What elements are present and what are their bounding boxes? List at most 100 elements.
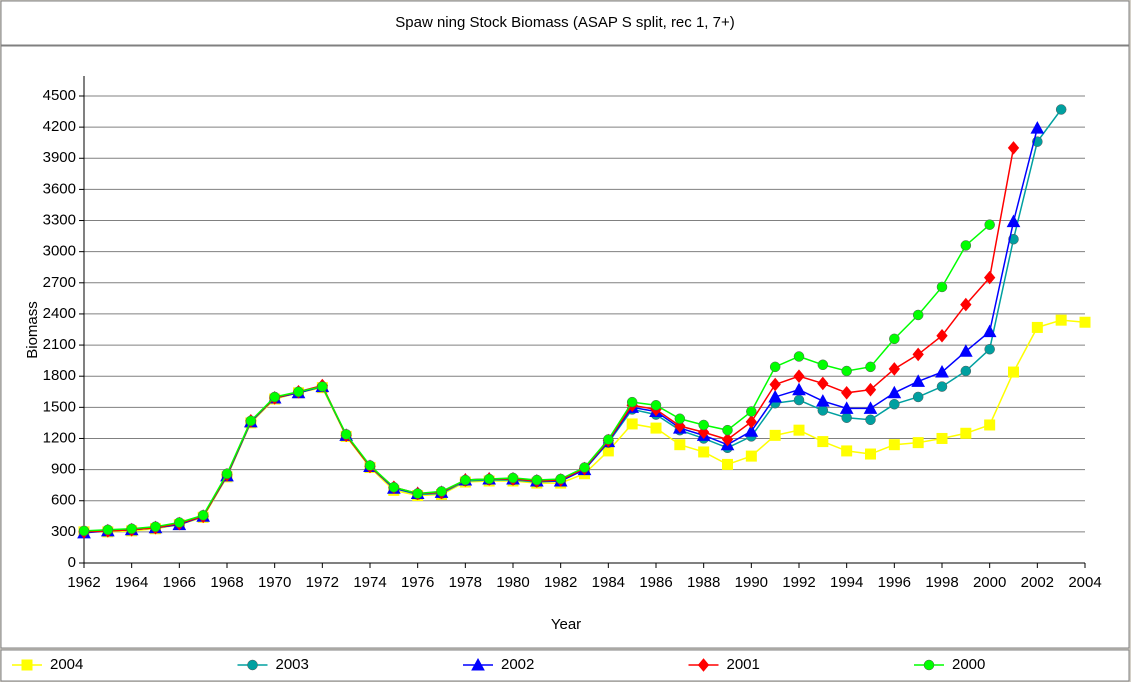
marker: [888, 362, 900, 376]
y-tick-label: 600: [51, 492, 76, 509]
marker: [650, 400, 662, 411]
marker: [768, 389, 783, 403]
marker: [697, 658, 710, 672]
y-tick-label: 2100: [43, 336, 76, 353]
marker: [793, 424, 805, 436]
marker: [579, 462, 590, 473]
x-tick-label: 1990: [735, 574, 768, 591]
marker: [1079, 316, 1091, 328]
marker: [745, 415, 757, 429]
marker: [555, 473, 566, 485]
legend-label: 2004: [50, 656, 83, 673]
marker: [1008, 233, 1019, 245]
marker: [150, 521, 161, 532]
marker: [722, 424, 733, 436]
x-tick-label: 1978: [449, 574, 482, 591]
marker: [698, 419, 709, 431]
x-tick-label: 1968: [210, 574, 243, 591]
marker: [863, 401, 878, 414]
marker: [793, 394, 805, 406]
y-tick-label: 0: [68, 554, 76, 571]
marker: [364, 460, 376, 471]
marker: [960, 297, 972, 312]
marker: [126, 523, 137, 535]
marker: [769, 361, 781, 373]
marker: [174, 517, 185, 528]
marker: [984, 419, 996, 431]
marker: [815, 394, 830, 407]
marker: [626, 396, 638, 408]
marker: [603, 434, 614, 445]
marker: [984, 343, 995, 355]
x-tick-label: 1984: [592, 574, 625, 591]
marker: [744, 424, 759, 437]
marker: [865, 448, 876, 460]
marker: [1030, 121, 1045, 134]
x-tick-label: 1970: [258, 574, 291, 591]
marker: [1031, 321, 1043, 333]
marker: [839, 401, 854, 414]
y-tick-label: 300: [51, 523, 76, 540]
marker: [507, 472, 519, 484]
marker: [841, 445, 853, 457]
marker: [864, 382, 877, 397]
title-panel: [0, 0, 1130, 46]
marker: [388, 481, 400, 493]
marker: [721, 432, 734, 447]
marker: [912, 437, 924, 449]
x-tick-label: 1962: [67, 574, 100, 591]
y-tick-label: 3900: [43, 149, 76, 166]
marker: [412, 488, 423, 499]
x-tick-label: 1994: [830, 574, 863, 591]
x-tick-label: 2004: [1068, 574, 1101, 591]
marker: [936, 432, 948, 444]
marker: [960, 240, 972, 251]
marker: [247, 659, 258, 671]
y-tick-label: 1800: [43, 367, 76, 384]
x-tick-label: 1980: [496, 574, 529, 591]
marker: [340, 429, 352, 440]
marker: [1008, 366, 1019, 378]
marker: [936, 281, 948, 293]
marker: [888, 439, 900, 451]
marker: [436, 486, 447, 497]
marker: [245, 415, 257, 427]
marker: [912, 309, 924, 321]
marker: [984, 270, 996, 285]
x-tick-label: 1988: [687, 574, 720, 591]
marker: [982, 324, 997, 338]
marker: [745, 450, 757, 462]
y-tick-label: 4200: [43, 118, 76, 135]
marker: [531, 474, 543, 486]
x-tick-label: 1974: [353, 574, 386, 591]
marker: [1007, 141, 1020, 155]
marker: [960, 427, 972, 439]
x-tick-label: 2000: [973, 574, 1006, 591]
marker: [769, 429, 781, 441]
x-axis-label: Year: [551, 616, 581, 633]
y-tick-label: 3300: [43, 212, 76, 229]
x-tick-label: 1976: [401, 574, 434, 591]
marker: [746, 406, 757, 417]
marker: [102, 524, 114, 536]
marker: [674, 413, 686, 424]
x-tick-label: 1998: [925, 574, 958, 591]
chart-title: Spaw ning Stock Biomass (ASAP S split, r…: [395, 14, 734, 31]
y-tick-label: 2400: [43, 305, 76, 322]
y-tick-label: 3000: [43, 243, 76, 260]
marker: [483, 473, 495, 485]
marker: [793, 351, 805, 362]
marker: [674, 439, 686, 451]
marker: [841, 365, 852, 377]
marker: [817, 376, 829, 391]
series: [78, 219, 995, 537]
y-tick-label: 4500: [43, 87, 76, 104]
y-tick-label: 900: [51, 461, 76, 478]
x-tick-label: 1992: [782, 574, 815, 591]
marker: [317, 381, 328, 392]
y-tick-label: 2700: [43, 274, 76, 291]
marker: [269, 391, 280, 403]
marker: [841, 412, 852, 423]
marker: [197, 510, 209, 521]
